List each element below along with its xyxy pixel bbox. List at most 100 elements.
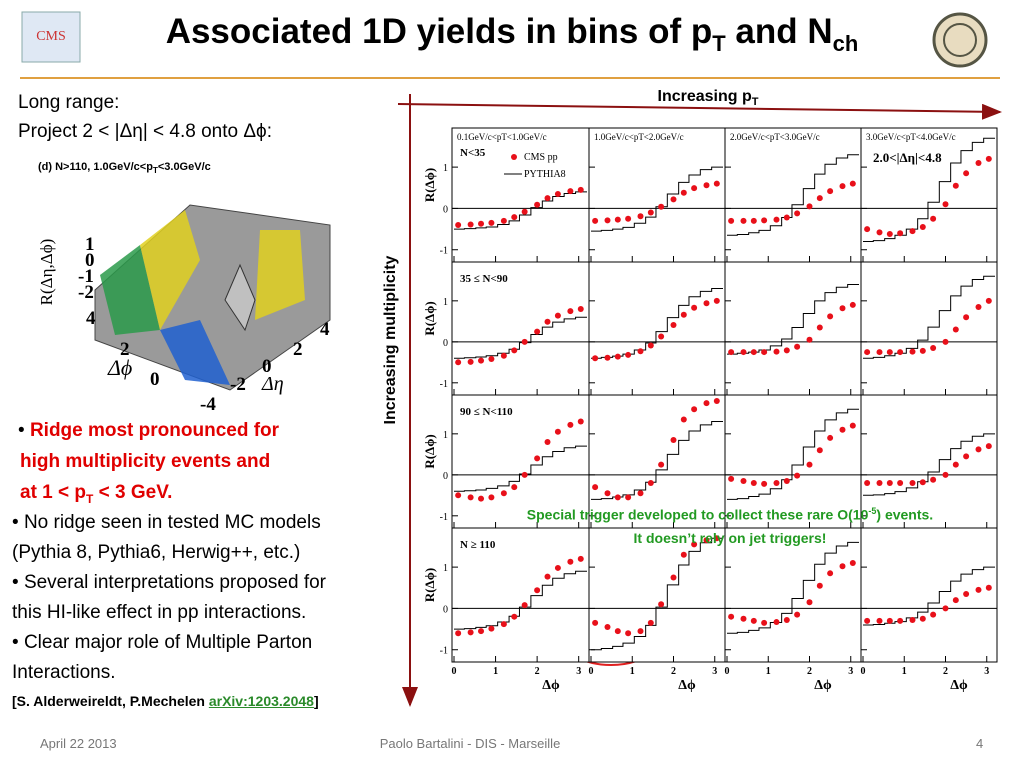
cms-point xyxy=(670,196,677,203)
note: Special trigger developed to collect the… xyxy=(430,506,1024,523)
cms-point xyxy=(691,541,698,548)
bullet-text: at 1 < pT < 3 GeV. xyxy=(20,482,172,506)
cms-point xyxy=(455,221,462,228)
cms-point xyxy=(985,297,992,304)
cms-point xyxy=(942,338,949,345)
y-tick-label: 1 xyxy=(443,163,448,174)
slide-title: Associated 1D yields in bins of pT and N… xyxy=(0,12,1024,57)
cms-point xyxy=(478,628,485,635)
bullet-text: No ridge seen in tested MC models xyxy=(23,512,321,533)
cms-point xyxy=(761,619,768,626)
cms-point xyxy=(637,348,644,355)
cms-point xyxy=(806,461,813,468)
x-tick-label: 2 xyxy=(535,666,540,677)
cms-point xyxy=(455,492,462,499)
cms-point xyxy=(783,616,790,623)
bullet: • Several interpretations proposed for xyxy=(12,572,326,593)
pt-bin-label: 1.0GeV/c<pT<2.0GeV/c xyxy=(594,132,684,142)
cms-point xyxy=(827,434,834,441)
cms-point xyxy=(604,354,611,361)
cms-point xyxy=(500,621,507,628)
cms-point xyxy=(614,353,621,360)
cms-point xyxy=(963,453,970,460)
cms-point xyxy=(839,563,846,570)
side-label: Increasing multiplicity xyxy=(382,255,399,424)
cms-point xyxy=(876,617,883,624)
y-axis-label-group: R(Δϕ) xyxy=(422,301,437,335)
panel-frame xyxy=(860,127,998,263)
cms-point xyxy=(794,343,801,350)
x-tick-label: 2 xyxy=(807,666,812,677)
cms-point xyxy=(975,586,982,593)
cms-point xyxy=(740,615,747,622)
y-axis-label: R(Δϕ) xyxy=(422,434,437,468)
pythia-line xyxy=(727,283,859,355)
cms-point xyxy=(952,461,959,468)
cms-point xyxy=(488,356,495,363)
cms-point xyxy=(544,195,551,202)
note-sup: -5 xyxy=(868,506,877,516)
cms-point xyxy=(637,213,644,220)
y-axis-label-group: R(Δϕ) xyxy=(422,434,437,468)
cms-point xyxy=(909,228,916,235)
inset-tick: 1 xyxy=(85,234,95,255)
x-tick-label: 0 xyxy=(725,666,730,677)
pt-bin-label: 2.0GeV/c<pT<3.0GeV/c xyxy=(730,132,820,142)
cms-point xyxy=(864,617,871,624)
ref-text: [S. Alderweireldt, P.Mechelen xyxy=(12,693,209,709)
y-tick-label: 0 xyxy=(443,338,448,349)
pythia-line xyxy=(454,191,587,230)
cms-point xyxy=(930,215,937,222)
cms-point xyxy=(864,480,871,487)
panel-frame xyxy=(588,127,726,263)
y-tick-label: 1 xyxy=(443,563,448,574)
y-axis-label-group: R(Δϕ) xyxy=(422,168,437,202)
cms-point xyxy=(703,537,710,544)
cms-point xyxy=(604,217,611,224)
inset-tick: 2 xyxy=(293,339,303,360)
x-tick-label: 0 xyxy=(861,666,866,677)
cms-point xyxy=(544,439,551,446)
ref-link[interactable]: arXiv:1203.2048 xyxy=(208,693,314,709)
cms-point xyxy=(897,480,904,487)
cms-point xyxy=(713,535,720,542)
cms-point xyxy=(876,349,883,356)
cms-point xyxy=(783,214,790,221)
note-a: Special trigger developed to collect the… xyxy=(526,506,869,523)
y-axis-label: R(Δϕ) xyxy=(422,301,437,335)
text-line: Long range: xyxy=(18,92,120,113)
x-tick-label: 1 xyxy=(630,666,635,677)
t: < 3 GeV. xyxy=(93,482,173,503)
cms-point xyxy=(691,185,698,192)
cms-point xyxy=(511,347,518,354)
cms-point xyxy=(680,311,687,318)
cms-point xyxy=(614,494,621,501)
cms-point xyxy=(637,628,644,635)
x-axis-label: Δϕ xyxy=(814,678,832,693)
inset-tick: -2 xyxy=(230,374,246,395)
bullet-text: this HI-like effect in pp interactions. xyxy=(12,602,307,623)
cms-point xyxy=(567,188,574,195)
cms-point xyxy=(864,226,871,233)
cms-point xyxy=(728,217,735,224)
panel-frame xyxy=(588,394,726,529)
cms-point xyxy=(975,303,982,310)
cms-point xyxy=(909,616,916,623)
note-b: ) events. xyxy=(876,506,934,523)
x-tick-label: 3 xyxy=(712,666,717,677)
cms-point xyxy=(467,358,474,365)
y-tick-label: 0 xyxy=(443,204,448,215)
x-tick-label: 3 xyxy=(984,666,989,677)
reference: [S. Alderweireldt, P.Mechelen arXiv:1203… xyxy=(12,693,319,709)
bullet-text: high multiplicity events and xyxy=(20,451,271,472)
cms-point xyxy=(521,208,528,215)
cms-point xyxy=(839,305,846,312)
cms-point xyxy=(604,624,611,631)
legend-marker xyxy=(511,154,517,160)
cms-point xyxy=(577,418,584,425)
cms-point xyxy=(897,617,904,624)
cms-point xyxy=(930,476,937,483)
title-b: and N xyxy=(725,12,833,51)
panel-frame xyxy=(451,127,590,263)
pythia-line xyxy=(727,541,859,634)
